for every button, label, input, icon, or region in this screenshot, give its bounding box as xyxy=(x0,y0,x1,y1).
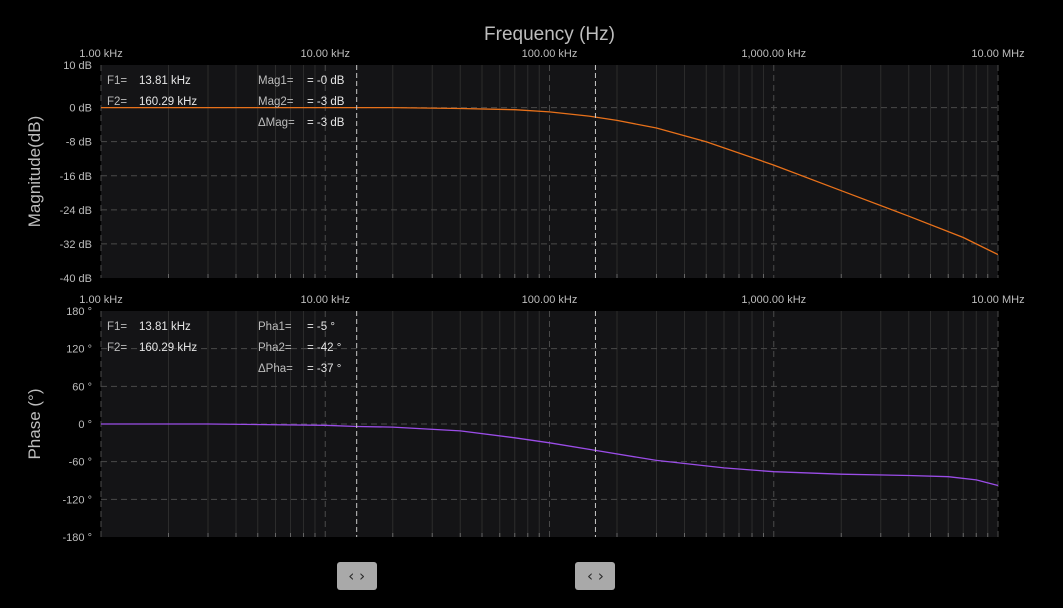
panel-2-readout-value: = -37 ° xyxy=(307,363,341,375)
panel-1-y-tick-label: 0 dB xyxy=(69,103,92,115)
panel-1-readout-label: Mag1= xyxy=(258,75,294,87)
panel-1-y-tick-label: -40 dB xyxy=(60,273,92,285)
panel-1-readout-label: F1= xyxy=(107,75,127,87)
panel-2-readout-label: F2= xyxy=(107,342,127,354)
panel-2-y-axis-label: Phase (°) xyxy=(25,388,44,459)
panel-1-x-tick-label: 10.00 MHz xyxy=(971,48,1024,60)
panel-2-y-tick-label: -180 ° xyxy=(63,532,92,544)
panel-1-y-tick-label: 10 dB xyxy=(63,60,92,72)
panel-1-y-tick-label: -24 dB xyxy=(60,205,92,217)
panel-1-x-tick-label: 100.00 kHz xyxy=(522,48,578,60)
panel-2-y-tick-label: -60 ° xyxy=(69,457,92,469)
panel-2-x-tick-label: 10.00 MHz xyxy=(971,294,1024,306)
panel-2-y-tick-label: 0 ° xyxy=(78,419,92,431)
panel-2-readout-value: 160.29 kHz xyxy=(139,342,197,354)
panel-1-readout-value: = -0 dB xyxy=(307,75,345,87)
panel-1-x-tick-label: 10.00 kHz xyxy=(300,48,350,60)
panel-2-readout-label: F1= xyxy=(107,321,127,333)
cursor-2-handle[interactable]: ‹ › xyxy=(575,562,616,590)
panel-2-readout-label: Pha1= xyxy=(258,321,292,333)
panel-2-x-tick-label: 1,000.00 kHz xyxy=(741,294,806,306)
panel-2-readout-label: Pha2= xyxy=(258,342,292,354)
panel-1-readout-label: F2= xyxy=(107,96,127,108)
panel-2-y-tick-label: -120 ° xyxy=(63,494,92,506)
panel-2-readout-value: = -42 ° xyxy=(307,342,341,354)
panel-1-x-tick-label: 1,000.00 kHz xyxy=(741,48,806,60)
panel-1-readout-label: ΔMag= xyxy=(258,117,295,129)
panel-1-y-axis-label: Magnitude(dB) xyxy=(25,116,44,228)
panel-2-readout-value: 13.81 kHz xyxy=(139,321,191,333)
panel-1-readout-value: = -3 dB xyxy=(307,96,345,108)
panel-1-y-tick-label: -16 dB xyxy=(60,171,92,183)
panel-2-y-tick-label: 60 ° xyxy=(72,381,92,393)
chart-title: Frequency (Hz) xyxy=(484,24,615,45)
panel-2-y-tick-label: 120 ° xyxy=(66,344,92,356)
panel-2-readout-value: = -5 ° xyxy=(307,321,335,333)
panel-2-y-tick-label: 180 ° xyxy=(66,306,92,318)
panel-1-series-line xyxy=(101,106,999,256)
panel-1-y-tick-label: -8 dB xyxy=(66,137,92,149)
panel-1-readout-value: 160.29 kHz xyxy=(139,96,197,108)
panel-2-x-tick-label: 10.00 kHz xyxy=(300,294,350,306)
cursor-1-handle[interactable]: ‹ › xyxy=(336,562,377,590)
panel-2-x-tick-label: 100.00 kHz xyxy=(522,294,578,306)
panel-1-x-tick-label: 1.00 kHz xyxy=(79,48,122,60)
panel-1-y-tick-label: -32 dB xyxy=(60,239,92,251)
panel-1-readout-label: Mag2= xyxy=(258,96,294,108)
panel-2-x-tick-label: 1.00 kHz xyxy=(79,294,122,306)
panel-1-readout-value: 13.81 kHz xyxy=(139,75,191,87)
panel-1-readout-value: = -3 dB xyxy=(307,117,345,129)
panel-2-readout-label: ΔPha= xyxy=(258,363,293,375)
